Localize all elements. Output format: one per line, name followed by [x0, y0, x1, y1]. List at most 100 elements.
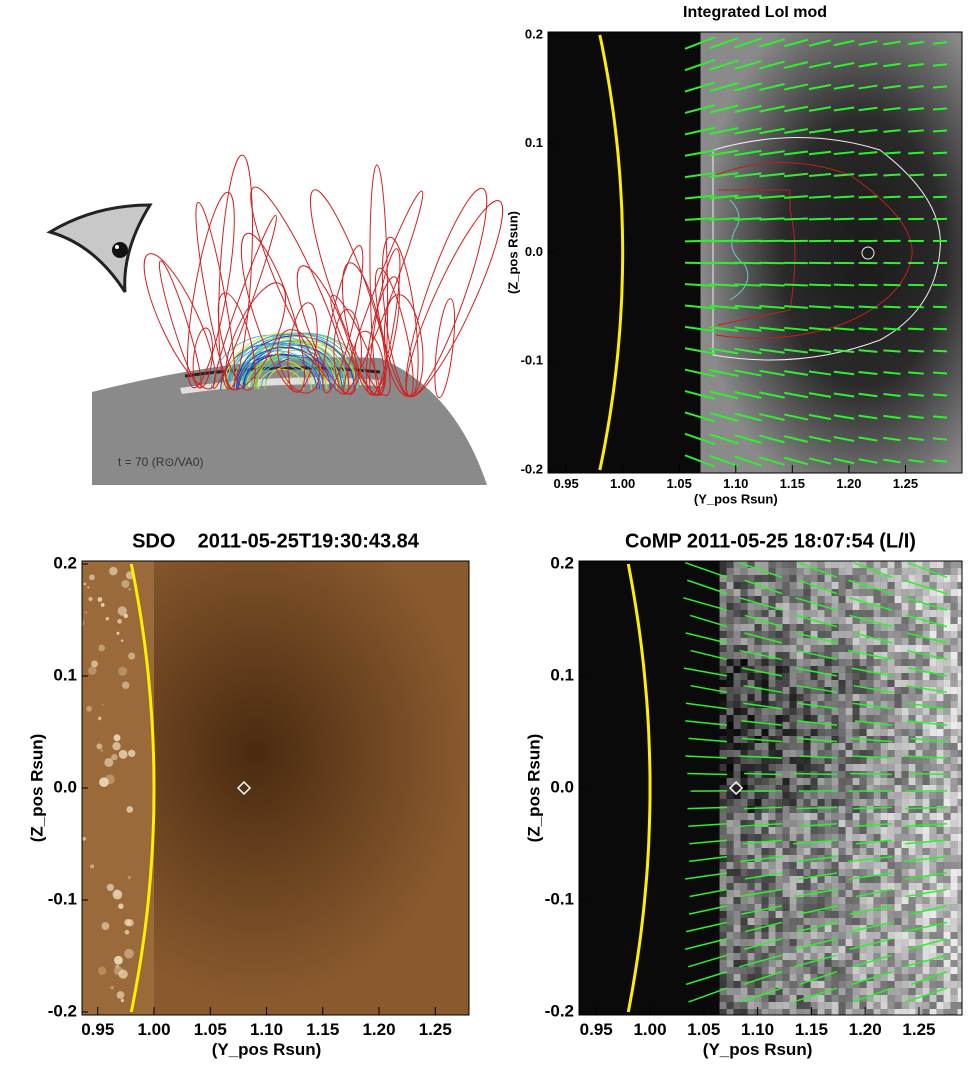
pixel — [929, 589, 937, 596]
pixel — [915, 617, 923, 624]
pixel — [887, 855, 895, 862]
pixel — [852, 953, 860, 960]
pixel — [726, 575, 734, 582]
plot-area — [579, 561, 962, 1015]
pixel — [719, 960, 727, 967]
pixel — [726, 722, 734, 729]
pixel — [768, 575, 776, 582]
bright-spot — [83, 582, 87, 586]
pixel — [866, 862, 874, 869]
pixel — [887, 834, 895, 841]
pixel — [726, 645, 734, 652]
pixel — [782, 589, 790, 596]
pixel — [768, 925, 776, 932]
vector — [850, 772, 893, 776]
pixel — [936, 764, 944, 771]
pixel — [740, 687, 748, 694]
x-tick-label: 1.05 — [667, 476, 692, 491]
pixel — [754, 792, 762, 799]
pixel — [824, 750, 832, 757]
pixel — [733, 575, 741, 582]
pixel — [873, 981, 881, 988]
pixel — [726, 743, 734, 750]
pixel — [838, 722, 846, 729]
pixel — [873, 876, 881, 883]
pixel — [859, 974, 867, 981]
pixel — [747, 834, 755, 841]
pixel — [880, 967, 888, 974]
pixel — [789, 827, 797, 834]
pixel — [950, 827, 958, 834]
pixel — [950, 785, 958, 792]
vector — [684, 390, 716, 400]
bright-spot — [128, 587, 132, 591]
pixel — [754, 855, 762, 862]
pixel — [866, 827, 874, 834]
pixel — [922, 757, 930, 764]
pixel — [845, 694, 853, 701]
x-tick-label: 1.15 — [306, 1020, 339, 1039]
vector — [734, 194, 762, 200]
pixel — [838, 729, 846, 736]
pixel — [796, 925, 804, 932]
pixel — [901, 974, 909, 981]
pixel — [901, 631, 909, 638]
vector — [833, 128, 855, 134]
vector — [734, 82, 762, 92]
pixel — [838, 820, 846, 827]
vector — [689, 888, 728, 898]
vector — [833, 457, 855, 465]
pixel — [908, 652, 916, 659]
pixel — [817, 876, 825, 883]
pixel — [908, 806, 916, 813]
pixel — [887, 932, 895, 939]
pixel — [922, 638, 930, 645]
pixel — [719, 1002, 727, 1009]
pixel — [908, 708, 916, 715]
vector — [932, 393, 948, 397]
pixel — [719, 890, 727, 897]
pixel — [810, 575, 818, 582]
vector — [784, 217, 808, 221]
pixel — [943, 1002, 951, 1009]
vector — [858, 392, 878, 398]
vector — [833, 84, 855, 90]
pixel — [754, 659, 762, 666]
vector — [905, 614, 948, 628]
pixel — [789, 575, 797, 582]
pixel — [747, 1002, 755, 1009]
pixel — [733, 596, 741, 603]
pixel — [852, 575, 860, 582]
vector — [908, 415, 924, 419]
pixel — [740, 960, 748, 967]
x-tick-label: 1.25 — [419, 1020, 452, 1039]
pixel — [887, 645, 895, 652]
pixel — [852, 960, 860, 967]
pixel — [810, 883, 818, 890]
pixel — [887, 1002, 895, 1009]
pixel — [859, 596, 867, 603]
vector — [883, 305, 901, 309]
pixel — [782, 862, 790, 869]
pixel — [733, 806, 741, 813]
pixel — [950, 988, 958, 995]
pixel — [726, 638, 734, 645]
pixel — [761, 918, 769, 925]
pixel — [817, 561, 825, 568]
pixel — [782, 995, 790, 1002]
pixel — [754, 918, 762, 925]
pixel — [845, 708, 853, 715]
pixel — [747, 869, 755, 876]
x-tick-label: 1.20 — [362, 1020, 395, 1039]
pixel — [754, 995, 762, 1002]
pixel — [740, 848, 748, 855]
pixel — [782, 855, 790, 862]
pixel — [866, 785, 874, 792]
pixel — [845, 834, 853, 841]
pixel — [803, 841, 811, 848]
pixel — [789, 1002, 797, 1009]
pixel — [810, 764, 818, 771]
pixel — [894, 918, 902, 925]
pixel — [747, 568, 755, 575]
pixel — [733, 918, 741, 925]
